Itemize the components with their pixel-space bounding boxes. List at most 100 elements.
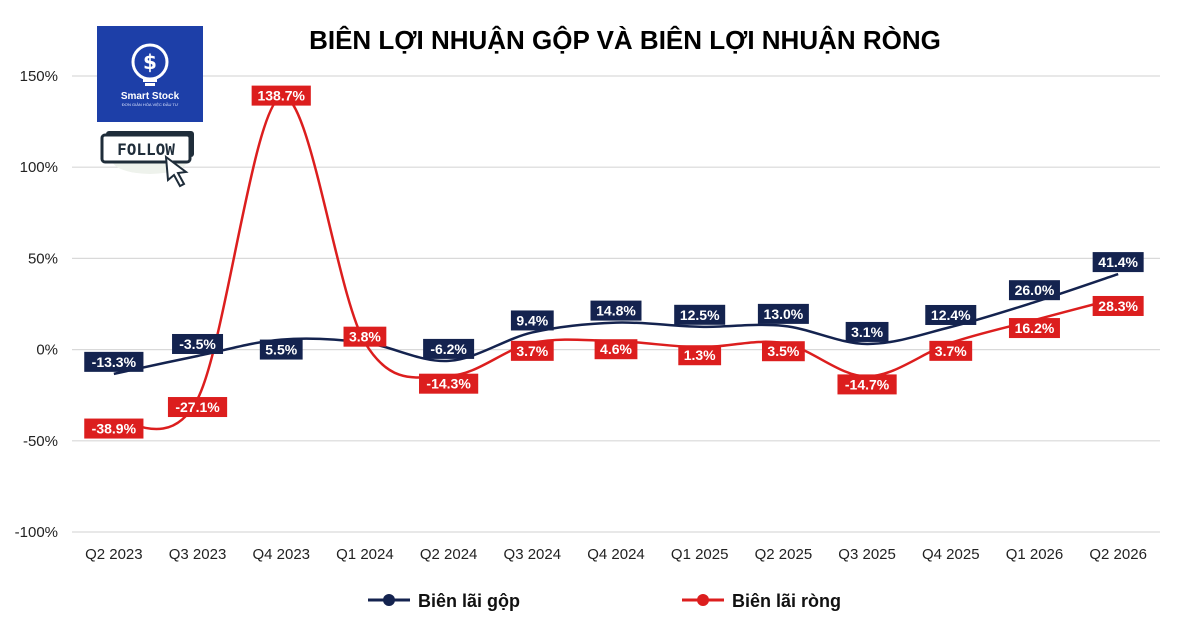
gross-data-label-text: 12.4% (931, 307, 971, 323)
x-tick-label: Q2 2025 (755, 546, 813, 563)
net-data-label: 4.6% (594, 339, 638, 360)
gross-data-label: 13.0% (757, 303, 809, 324)
x-tick-label: Q2 2026 (1089, 546, 1147, 563)
x-tick-label: Q1 2026 (1006, 546, 1064, 563)
net-data-label-text: 1.3% (684, 347, 716, 363)
smart-stock-logo[interactable]: $ Smart Stock ĐƠN GIẢN HÓA VIỆC ĐẦU TƯ (97, 26, 203, 122)
gross-data-label-text: 3.1% (851, 324, 883, 340)
x-tick-label: Q2 2024 (420, 546, 478, 563)
net-data-label: 3.5% (761, 341, 805, 362)
net-data-label-box (84, 418, 144, 439)
x-tick-label: Q3 2023 (169, 546, 227, 563)
gross-data-label-box (845, 321, 889, 342)
follow-button[interactable]: FOLLOW (100, 131, 194, 188)
x-axis-ticks: Q2 2023 Q3 2023 Q4 2023 Q1 2024 Q2 2024 Q3 20… (85, 546, 1147, 563)
y-tick-label: -50% (23, 433, 58, 450)
net-data-label: 3.8% (343, 326, 387, 347)
net-data-label-box (510, 340, 554, 361)
y-tick-label: 0% (36, 342, 58, 359)
net-data-label-box (343, 326, 387, 347)
gross-data-label-text: 26.0% (1015, 282, 1055, 298)
gross-data-label-text: -3.5% (179, 336, 216, 352)
gross-data-label-text: 5.5% (265, 342, 297, 358)
gross-data-label: -13.3% (84, 351, 144, 372)
x-tick-label: Q4 2025 (922, 546, 980, 563)
gross-data-label-text: 41.4% (1098, 254, 1138, 270)
y-tick-label: -100% (15, 524, 58, 541)
net-data-label: 3.7% (510, 340, 554, 361)
gross-data-label-text: 9.4% (516, 312, 548, 328)
gross-data-label: 12.4% (925, 304, 977, 325)
net-data-label-text: 3.8% (349, 329, 381, 345)
net-data-label-box (251, 85, 311, 106)
legend-net-marker (697, 594, 709, 606)
net-data-label-text: 16.2% (1015, 320, 1055, 336)
gross-data-label-box (925, 304, 977, 325)
gross-data-label-box (84, 351, 144, 372)
y-axis-ticks: -100% -50% 0% 50% 100% 150% (15, 68, 58, 541)
net-data-label-text: 28.3% (1098, 298, 1138, 314)
legend-gross-marker (383, 594, 395, 606)
net-data-label-box (837, 374, 897, 395)
net-data-label-box (167, 397, 228, 418)
net-data-label: 3.7% (929, 340, 973, 361)
gross-data-label-text: 14.8% (596, 303, 636, 319)
y-tick-label: 50% (28, 250, 58, 267)
net-data-label-box (761, 341, 805, 362)
x-tick-label: Q3 2024 (504, 546, 562, 563)
net-data-label-text: 3.5% (767, 343, 799, 359)
net-data-label: 16.2% (1008, 318, 1060, 339)
svg-text:$: $ (143, 50, 157, 74)
gross-data-label-box (1008, 280, 1060, 301)
gross-data-label: 3.1% (845, 321, 889, 342)
net-data-label: 28.3% (1092, 295, 1144, 316)
gross-data-label: 26.0% (1008, 280, 1060, 301)
x-tick-label: Q2 2023 (85, 546, 143, 563)
net-data-label-box (678, 345, 722, 366)
logo-background (97, 26, 203, 122)
net-data-label-box (929, 340, 973, 361)
y-tick-label: 150% (20, 68, 58, 85)
net-data-label-box (1008, 318, 1060, 339)
net-data-label-box (1092, 295, 1144, 316)
legend-item-gross[interactable]: Biên lãi gộp (368, 591, 520, 611)
x-tick-label: Q3 2025 (838, 546, 896, 563)
gross-data-label-box (1092, 252, 1144, 273)
net-data-label: 138.7% (251, 85, 311, 106)
gross-data-label: -6.2% (423, 338, 475, 359)
net-data-label-text: -38.9% (92, 421, 137, 437)
legend-net-label: Biên lãi ròng (732, 591, 841, 611)
gross-data-label: 5.5% (259, 339, 303, 360)
gross-data-label-box (590, 300, 642, 321)
net-data-label-text: -14.3% (426, 376, 471, 392)
net-data-label: -14.7% (837, 374, 897, 395)
net-data-label-text: -27.1% (175, 399, 220, 415)
net-data-label-text: 138.7% (257, 88, 305, 104)
net-data-label: -14.3% (419, 373, 479, 394)
x-tick-label: Q4 2024 (587, 546, 645, 563)
gross-data-label-text: -6.2% (430, 341, 467, 357)
gross-data-label-box (259, 339, 303, 360)
data-labels: -13.3% -3.5% 5.5% -6.2% 9.4% 14.8% 12.5% 13.0% 3… (84, 85, 1144, 439)
gross-data-label: -3.5% (172, 333, 224, 354)
gross-data-label-box (172, 333, 224, 354)
net-data-label-box (594, 339, 638, 360)
gross-data-label-box (757, 303, 809, 324)
chart-title: BIÊN LỢI NHUẬN GỘP VÀ BIÊN LỢI NHUẬN RÒN… (309, 25, 941, 55)
follow-label: FOLLOW (117, 140, 175, 159)
cursor-icon (164, 154, 189, 188)
gross-data-label-text: 13.0% (764, 306, 804, 322)
legend-item-net[interactable]: Biên lãi ròng (682, 591, 841, 611)
legend-gross-label: Biên lãi gộp (418, 591, 520, 611)
gross-data-label-text: 12.5% (680, 307, 720, 323)
legend: Biên lãi gộp Biên lãi ròng (368, 591, 841, 611)
net-data-label-text: 4.6% (600, 341, 632, 357)
logo-name: Smart Stock (121, 91, 180, 102)
x-tick-label: Q1 2025 (671, 546, 729, 563)
net-data-label-text: 3.7% (516, 343, 548, 359)
gross-data-label: 14.8% (590, 300, 642, 321)
net-data-label: 1.3% (678, 345, 722, 366)
gross-data-label-box (674, 304, 726, 325)
x-tick-label: Q1 2024 (336, 546, 394, 563)
